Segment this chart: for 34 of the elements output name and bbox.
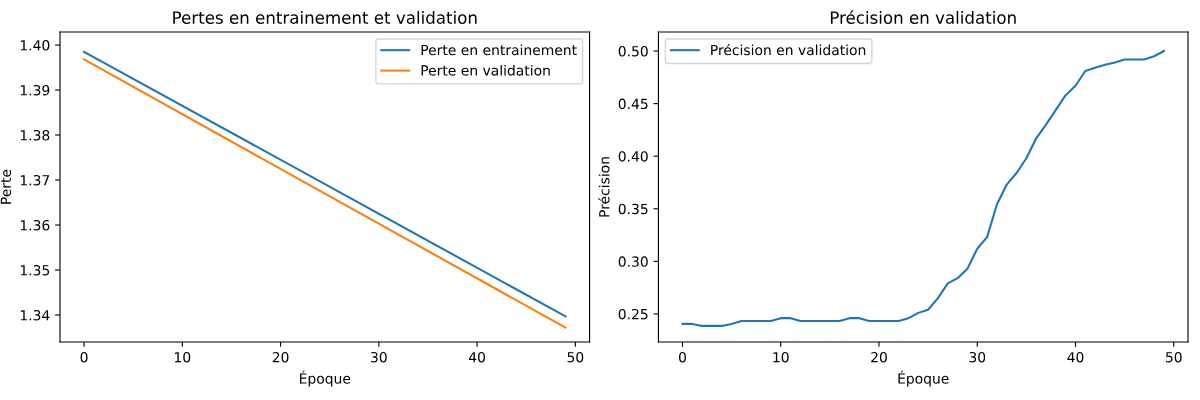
- y-tick-label: 0.35: [618, 203, 648, 215]
- legend-label: Perte en validation: [421, 64, 550, 76]
- x-tick-label: 20: [272, 351, 289, 363]
- chart-title: Pertes en entrainement et validation: [173, 11, 477, 24]
- x-tick-label: 40: [1067, 351, 1084, 363]
- x-tick-label: 50: [1165, 351, 1182, 363]
- y-tick-label: 1.34: [20, 309, 50, 321]
- y-axis-title: Perte: [0, 169, 12, 204]
- y-tick-label: 0.25: [618, 308, 648, 320]
- x-tick-label: 30: [371, 351, 387, 363]
- y-tick-label: 1.35: [20, 264, 50, 276]
- y-tick-label: 0.40: [618, 151, 648, 162]
- x-tick-label: 40: [468, 351, 485, 363]
- x-axis-title: Époque: [300, 370, 351, 387]
- y-tick-label: 1.36: [20, 219, 50, 231]
- y-tick-label: 1.39: [20, 85, 50, 96]
- x-tick-label: 50: [567, 351, 584, 363]
- y-tick-label: 0.30: [618, 256, 648, 267]
- y-tick-label: 1.38: [20, 130, 50, 141]
- x-tick-label: 10: [175, 351, 191, 363]
- x-axis-title: Époque: [898, 370, 949, 387]
- x-tick-label: 30: [969, 351, 986, 363]
- legend-label: Perte en entrainement: [421, 44, 577, 56]
- legend-label: Précision en validation: [711, 43, 866, 56]
- chart-title: Précision en validation: [830, 10, 1016, 24]
- y-tick-label: 0.45: [618, 98, 648, 110]
- y-tick-label: 0.50: [618, 46, 648, 57]
- x-tick-label: 0: [80, 351, 88, 363]
- x-tick-label: 20: [871, 351, 887, 363]
- y-tick-label: 1.40: [20, 40, 50, 51]
- y-tick-label: 1.37: [20, 174, 50, 186]
- x-tick-label: 0: [678, 351, 686, 363]
- y-axis-title: Précision: [598, 157, 610, 217]
- x-tick-label: 10: [773, 351, 789, 363]
